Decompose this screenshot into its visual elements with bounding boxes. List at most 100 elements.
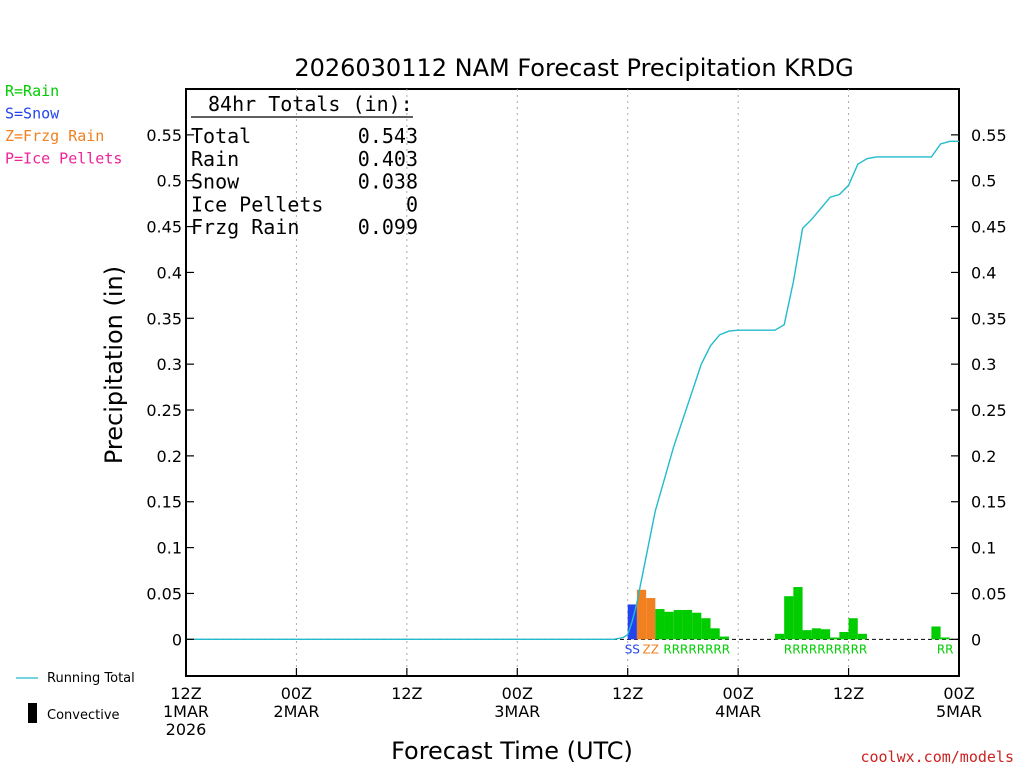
x-tick-label: 12Z [833, 684, 864, 703]
y-tick-label: 0 [172, 630, 182, 649]
x-tick-label: 2026 [166, 720, 207, 739]
y-tick-label-right: 0.35 [971, 309, 1007, 328]
precip-bar [811, 628, 821, 640]
type-legend-entry: Z=Frzg Rain [5, 127, 104, 145]
type-legend-entry: S=Snow [5, 105, 60, 123]
credit-text: coolwx.com/models [860, 748, 1014, 766]
precip-bar [839, 631, 849, 640]
precip-bar [655, 609, 665, 640]
precip-bar [830, 637, 840, 640]
precip-type-label: RR [937, 642, 954, 656]
y-tick-label-right: 0.5 [971, 172, 996, 191]
precip-type-label: ZZ [642, 642, 658, 656]
x-tick-label: 2MAR [273, 702, 319, 721]
y-tick-label: 0.05 [146, 584, 182, 603]
precip-bar [673, 609, 683, 640]
x-tick-label: 00Z [722, 684, 753, 703]
plot-area-frame [185, 88, 960, 677]
running-total-series [186, 140, 959, 640]
x-tick-label: 3MAR [494, 702, 540, 721]
precip-bar [931, 626, 941, 640]
precip-bar [682, 609, 693, 640]
chart-title: 2026030112 NAM Forecast Precipitation KR… [294, 54, 853, 82]
convective-legend-label: Convective [47, 708, 120, 723]
precip-type-labels: SS ZZ RRRRRRRR RRRRRRRRRR RR [625, 642, 954, 656]
running-total-line [186, 140, 959, 640]
y-axis-left: 0 0.05 0.1 0.15 0.2 0.25 0.3 0.35 0.4 0.45 0.5 0.55 [146, 126, 194, 649]
vertical-gridlines [295, 89, 850, 676]
y-axis-right: 0 0.05 0.1 0.15 0.2 0.25 0.3 0.35 0.4 0.45 0.5 0.55 [951, 126, 1007, 649]
y-tick-label-right: 0.45 [971, 218, 1007, 237]
precip-bar [793, 587, 803, 640]
y-tick-label-right: 0.05 [971, 584, 1007, 603]
precip-bar [719, 636, 729, 640]
totals-row-value: 0.403 [358, 147, 418, 171]
y-tick-label: 0.55 [146, 126, 182, 145]
x-tick-label: 4MAR [715, 702, 761, 721]
y-axis-label: Precipitation (in) [100, 266, 128, 464]
precip-bar [802, 630, 812, 640]
y-tick-label-right: 0.2 [971, 447, 996, 466]
x-tick-label: 5MAR [936, 702, 982, 721]
precip-bar [664, 611, 674, 640]
y-tick-label-right: 0.55 [971, 126, 1007, 145]
totals-row-label: Snow [191, 170, 240, 194]
y-tick-label: 0.4 [157, 263, 182, 282]
precip-type-label: SS [625, 642, 640, 656]
precip-bar [820, 629, 831, 640]
convective-legend-swatch [28, 703, 37, 723]
totals-row-label: Frzg Rain [191, 215, 299, 239]
precip-type-label: RRRRRRRRRR [784, 642, 867, 656]
precip-bar [774, 633, 785, 640]
y-tick-label-right: 0.1 [971, 539, 996, 558]
totals-header: 84hr Totals (in): [208, 92, 413, 116]
totals-row-value: 0.038 [358, 170, 418, 194]
precip-bar [710, 628, 720, 640]
type-legend-entry: P=Ice Pellets [5, 150, 122, 168]
y-tick-label: 0.5 [157, 172, 182, 191]
totals-row-value: 0.099 [358, 215, 418, 239]
y-tick-label: 0.2 [157, 447, 182, 466]
precip-bar [701, 618, 711, 640]
totals-box: 84hr Totals (in): Total 0.543 Rain 0.403 Sno… [191, 92, 418, 239]
precip-bar [636, 589, 647, 640]
precip-bar [848, 618, 858, 640]
precip-bar [784, 596, 794, 640]
y-tick-label-right: 0.15 [971, 493, 1007, 512]
precip-type-legend: R=Rain S=Snow Z=Frzg Rain P=Ice Pellets [5, 82, 122, 168]
y-tick-label: 0.35 [146, 309, 182, 328]
x-tick-label: 1MAR [163, 702, 209, 721]
totals-row-value: 0.543 [358, 124, 418, 148]
y-tick-label-right: 0.4 [971, 263, 996, 282]
y-tick-label: 0.25 [146, 401, 182, 420]
totals-row-value: 0 [406, 192, 418, 216]
precip-bars [627, 587, 950, 640]
y-tick-label: 0.15 [146, 493, 182, 512]
y-tick-label: 0.3 [157, 355, 182, 374]
y-tick-label: 0.1 [157, 539, 182, 558]
y-tick-label-right: 0 [971, 630, 981, 649]
y-tick-label: 0.45 [146, 218, 182, 237]
x-tick-label: 12Z [170, 684, 201, 703]
running-total-legend-label: Running Total [47, 671, 135, 686]
x-tick-label: 12Z [391, 684, 422, 703]
x-tick-label: 00Z [943, 684, 974, 703]
precip-bar [857, 633, 867, 640]
y-tick-label-right: 0.3 [971, 355, 996, 374]
x-tick-label: 00Z [281, 684, 312, 703]
precip-type-label: RRRRRRRR [663, 642, 730, 656]
type-legend-entry: R=Rain [5, 82, 59, 100]
bottom-legend: Running Total Convective [16, 671, 135, 723]
precip-bar [692, 612, 702, 640]
totals-rows: Total 0.543 Rain 0.403 Snow 0.038 Ice Pellets 0… [191, 124, 418, 239]
precip-bar [646, 598, 656, 640]
totals-row-label: Rain [191, 147, 239, 171]
y-tick-label-right: 0.25 [971, 401, 1007, 420]
totals-row-label: Ice Pellets [191, 192, 323, 216]
x-tick-label: 12Z [612, 684, 643, 703]
x-tick-label: 00Z [502, 684, 533, 703]
precip-bar [940, 637, 950, 640]
x-axis-label: Forecast Time (UTC) [391, 737, 633, 765]
